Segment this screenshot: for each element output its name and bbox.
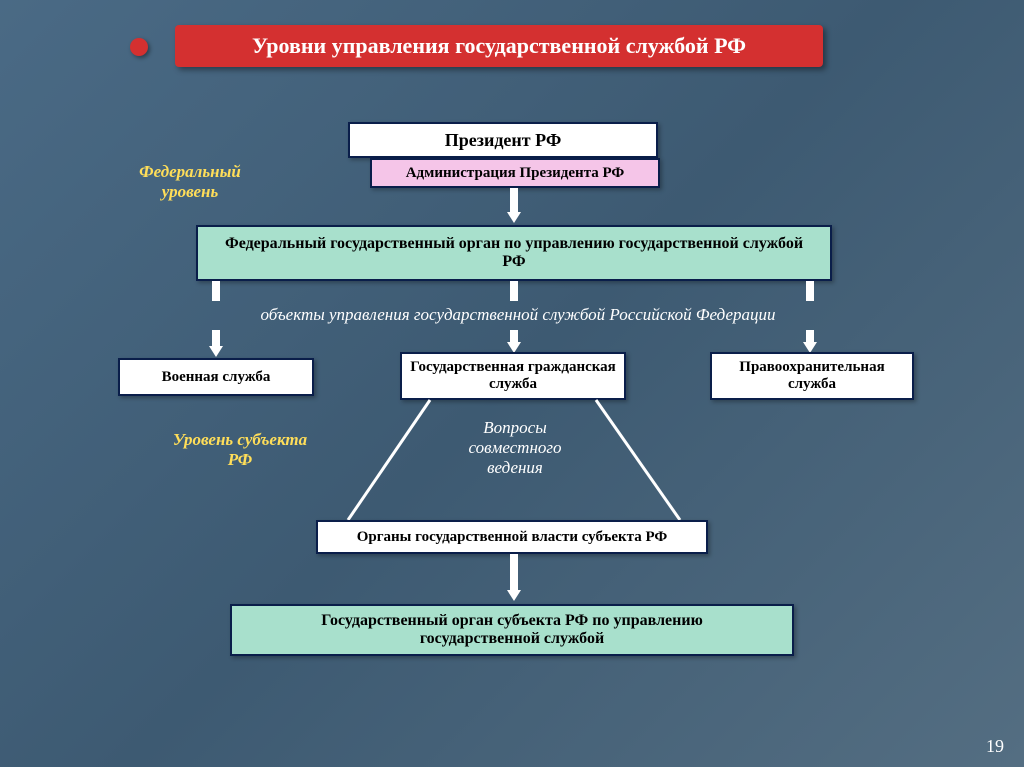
subject-body-box: Государственный орган субъекта РФ по упр… [230,604,794,656]
page-number: 19 [986,736,1004,757]
arrow-head-final [507,590,521,601]
arrow-stem-final [510,554,518,590]
subject-authority-box: Органы государственной власти субъекта Р… [316,520,708,554]
